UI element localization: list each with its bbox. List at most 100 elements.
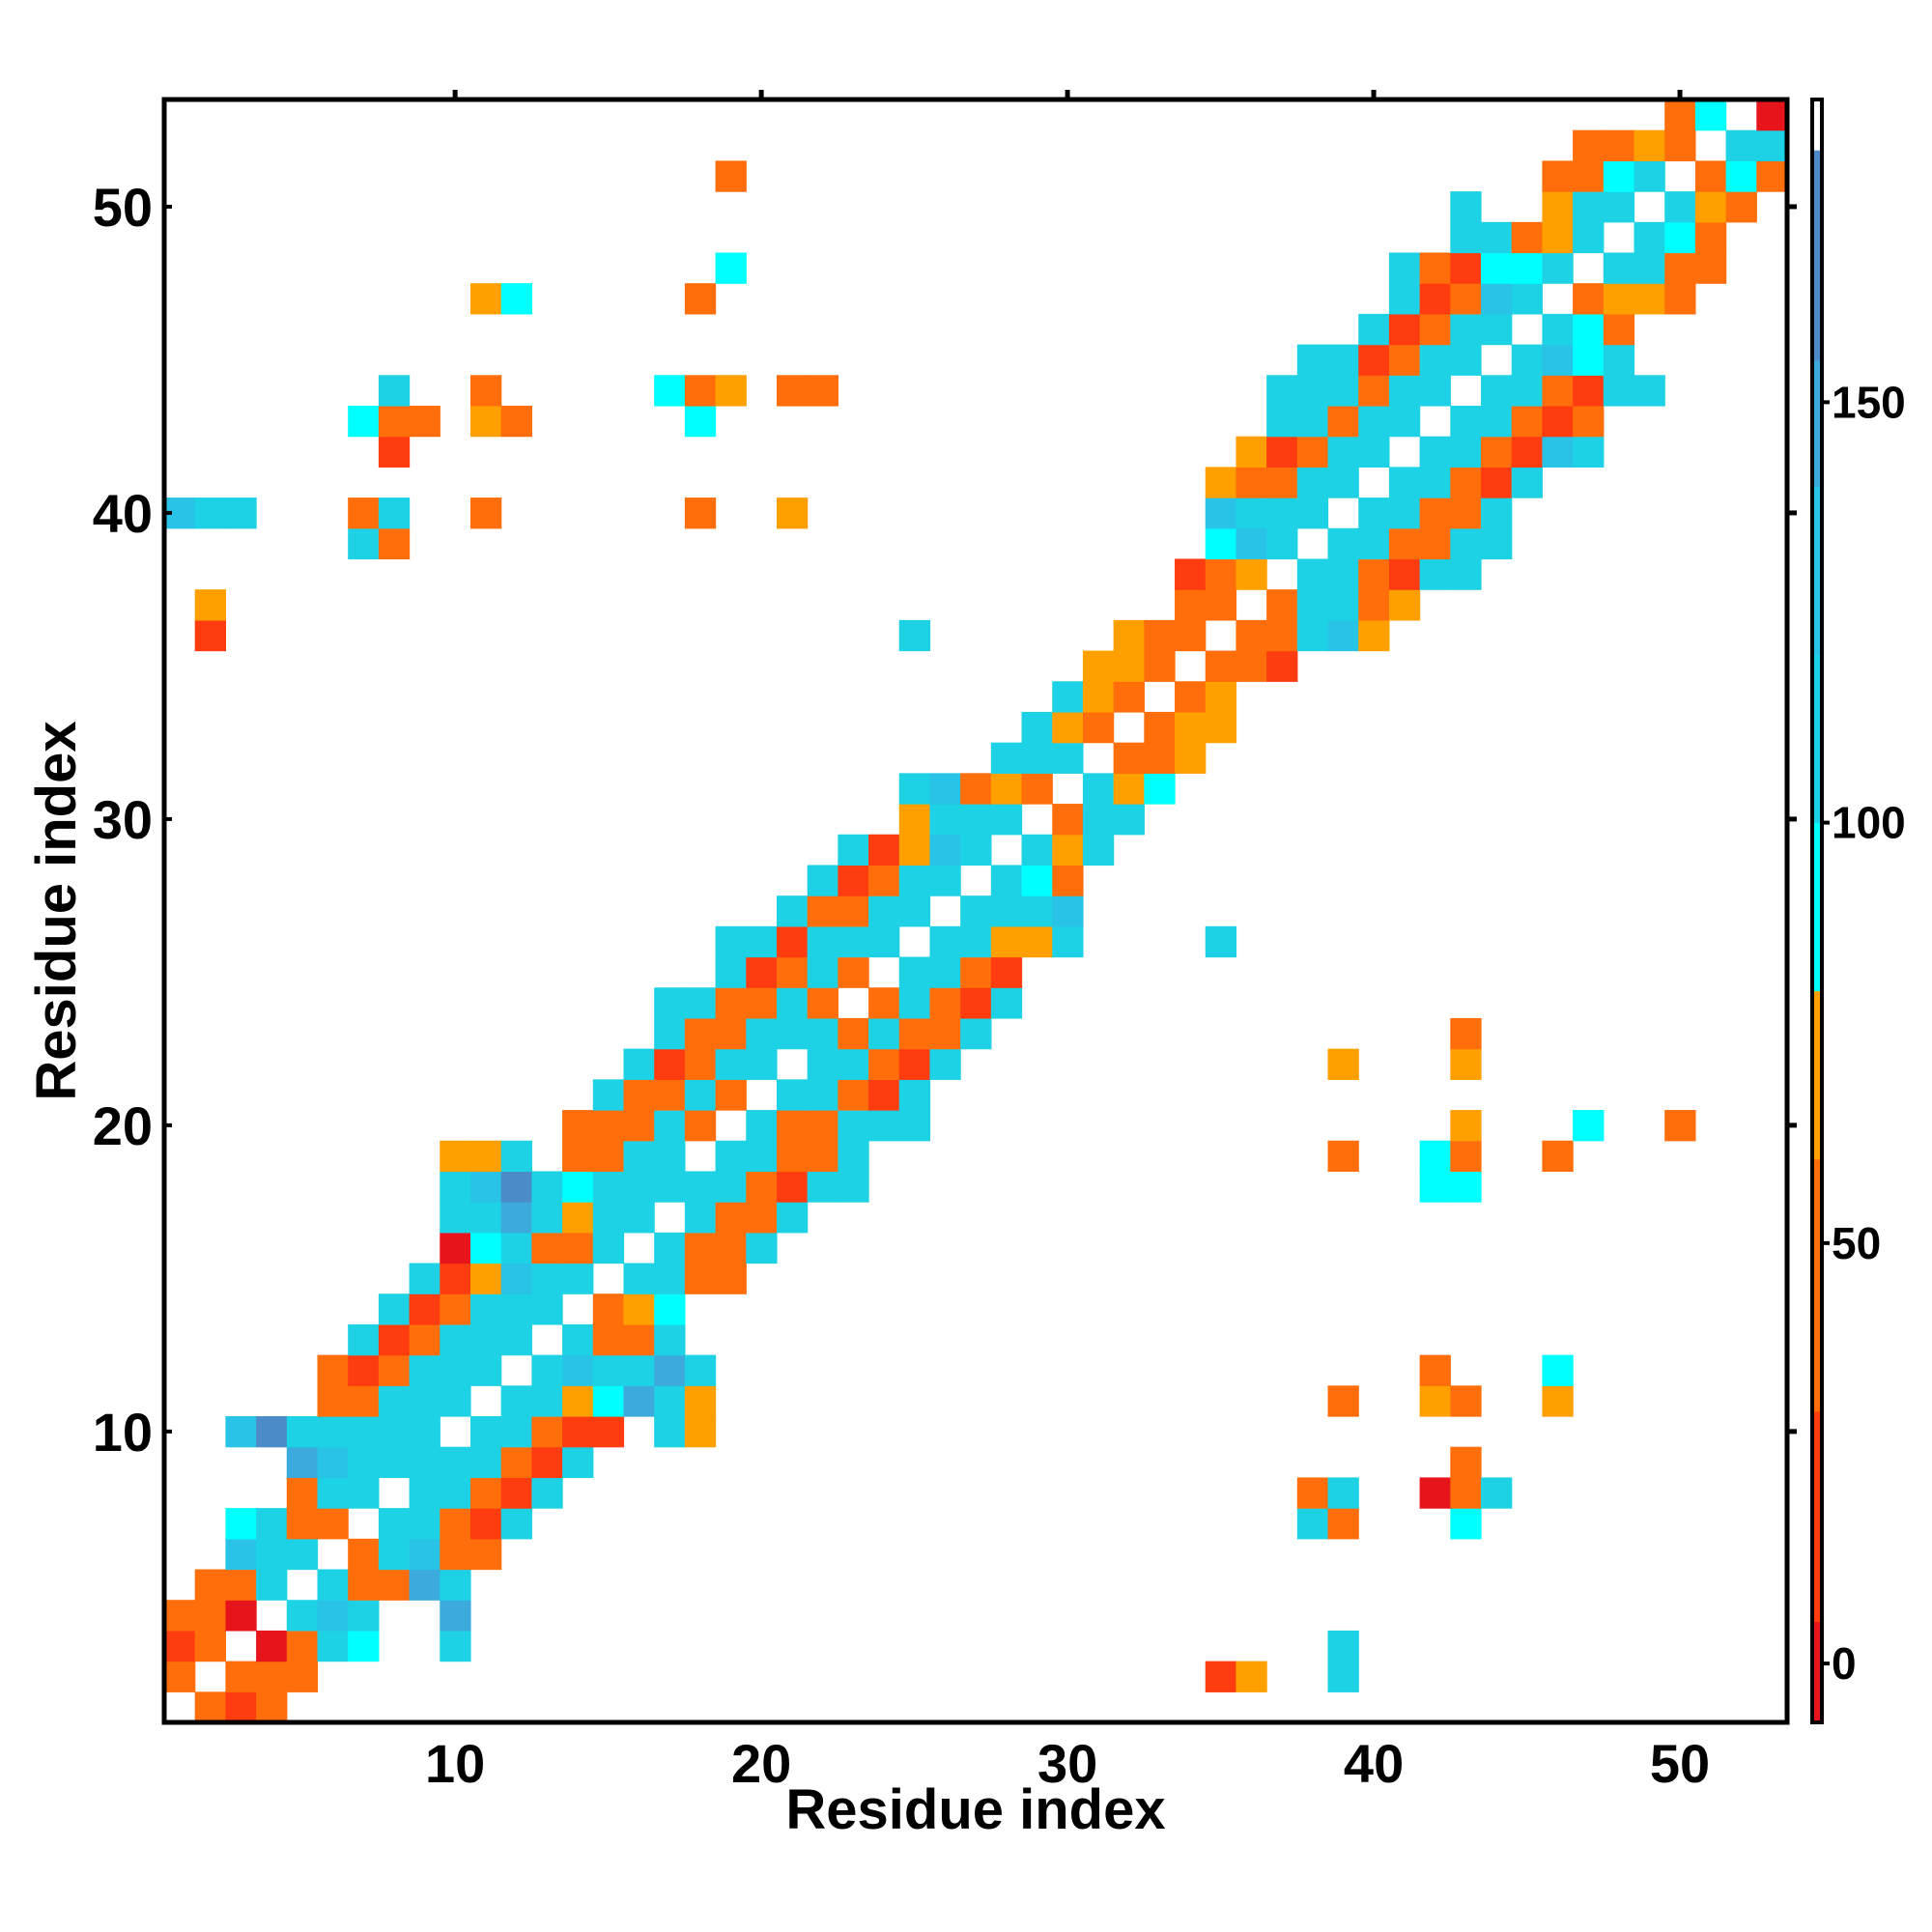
heatmap-cell: [1725, 99, 1757, 100]
heatmap-cell: [684, 375, 717, 407]
colorbar-tick-label: 150: [1832, 377, 1906, 427]
heatmap-cell: [838, 1140, 869, 1173]
heatmap-cell: [1481, 527, 1513, 560]
heatmap-cell: [1694, 160, 1727, 192]
heatmap-cell: [164, 1600, 196, 1632]
heatmap-cell: [746, 1110, 778, 1142]
y-tick-label: 10: [93, 1402, 153, 1463]
colorbar-segment: [1812, 359, 1822, 487]
heatmap-cell: [654, 1263, 686, 1294]
heatmap-cell: [1052, 681, 1084, 713]
heatmap-cell: [1694, 191, 1727, 223]
heatmap-cell: [868, 1017, 900, 1050]
x-tick-label: 50: [1650, 1733, 1710, 1794]
heatmap-cell: [1481, 436, 1513, 468]
heatmap-cell: [1664, 1110, 1696, 1142]
heatmap-cell: [317, 1508, 349, 1540]
heatmap-cell: [1542, 313, 1574, 346]
heatmap-cell: [715, 1140, 747, 1173]
heatmap-cell: [1358, 375, 1390, 407]
heatmap-cell: [1388, 497, 1421, 529]
heatmap-cell: [1296, 467, 1329, 498]
heatmap-cell: [960, 987, 992, 1019]
heatmap-cell: [1236, 497, 1267, 529]
heatmap-cell: [1450, 1017, 1482, 1050]
heatmap-cell: [286, 1538, 319, 1571]
heatmap-cell: [715, 1171, 747, 1203]
heatmap-cell: [1573, 436, 1605, 468]
heatmap-cell: [1205, 650, 1237, 682]
heatmap-cell: [317, 1569, 349, 1601]
heatmap-cell: [868, 865, 900, 896]
heatmap-cell: [1052, 895, 1084, 927]
heatmap-cell: [225, 1416, 257, 1448]
heatmap-cell: [1113, 742, 1145, 774]
heatmap-cell: [1296, 405, 1329, 438]
y-tick-label: 20: [93, 1095, 153, 1156]
heatmap-cell: [1511, 405, 1544, 438]
y-axis-ticks: 10 20 30 40 50: [93, 177, 1797, 1463]
heatmap-cell: [776, 987, 809, 1019]
heatmap-cell: [378, 1354, 411, 1386]
heatmap-cell: [1052, 925, 1084, 958]
heatmap-cell: [898, 865, 931, 896]
heatmap-cell: [1694, 252, 1727, 284]
colorbar-tick-label: 0: [1832, 1638, 1857, 1689]
heatmap-cell: [1573, 129, 1605, 161]
heatmap-cell: [378, 1385, 411, 1417]
heatmap-cell: [807, 956, 838, 988]
heatmap-cell: [531, 1293, 563, 1325]
heatmap-cell: [1296, 344, 1329, 376]
heatmap-cell: [1419, 1140, 1451, 1173]
heatmap-cell: [684, 1048, 717, 1080]
heatmap-cell: [440, 1508, 471, 1540]
heatmap-cell: [1573, 405, 1605, 438]
heatmap-cell: [868, 834, 900, 867]
heatmap-cell: [378, 1508, 411, 1540]
heatmap-cell: [838, 834, 869, 867]
heatmap-cell: [1144, 742, 1176, 774]
heatmap-cell: [960, 804, 992, 836]
heatmap-cell: [1542, 1354, 1574, 1386]
heatmap-cell: [838, 895, 869, 927]
heatmap-cell: [1542, 436, 1574, 468]
heatmap-cell: [746, 1140, 778, 1173]
heatmap-cell: [715, 987, 747, 1019]
heatmap-cell: [1021, 895, 1053, 927]
heatmap-cell: [684, 1416, 717, 1448]
heatmap-cell: [1266, 405, 1298, 438]
heatmap-cell: [348, 497, 380, 529]
heatmap-cell: [990, 865, 1023, 896]
heatmap-cell: [623, 1171, 655, 1203]
heatmap-cell: [776, 1079, 809, 1111]
heatmap-cell: [1450, 313, 1482, 346]
heatmap-cell: [1419, 467, 1451, 498]
heatmap-cell: [1266, 589, 1298, 621]
heatmap-cell: [1266, 467, 1298, 498]
heatmap-cell: [898, 956, 931, 988]
heatmap-cell: [1296, 1477, 1329, 1509]
heatmap-cell: [807, 987, 838, 1019]
heatmap-cell: [623, 1110, 655, 1142]
heatmap-cell: [1481, 467, 1513, 498]
heatmap-cell: [684, 1110, 717, 1142]
heatmap-cell: [1450, 252, 1482, 284]
heatmap-cell: [1327, 1140, 1359, 1173]
heatmap-cell: [409, 1323, 440, 1356]
heatmap-cell: [990, 987, 1023, 1019]
heatmap-cell: [623, 1354, 655, 1386]
heatmap-cell: [838, 1048, 869, 1080]
heatmap-cell: [776, 375, 809, 407]
heatmap-cell: [1266, 527, 1298, 560]
heatmap-cell: [1573, 283, 1605, 315]
heatmap-cell: [256, 1416, 288, 1448]
heatmap-cell: [1756, 99, 1787, 131]
heatmap-cell: [960, 895, 992, 927]
heatmap-cell: [469, 1232, 502, 1264]
heatmap-cell: [1450, 1140, 1482, 1173]
heatmap-cell: [1236, 467, 1267, 498]
heatmap-cell: [776, 1017, 809, 1050]
colorbar-segment: [1812, 486, 1822, 655]
heatmap-cell: [684, 497, 717, 529]
